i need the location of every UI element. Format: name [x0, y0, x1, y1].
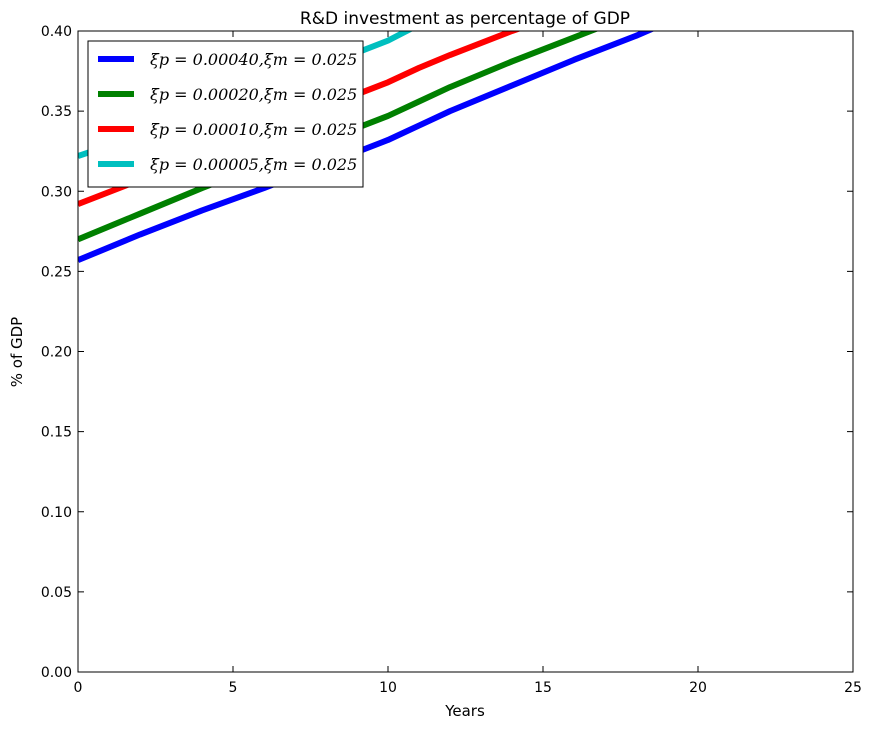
- x-tick-label: 10: [379, 680, 397, 696]
- tick-layer: 0 5 10 15 20 25 0.00 0.05 0.10 0.15 0.20 0.25 0.30 0.…: [41, 24, 862, 696]
- y-tick-label: 0.10: [41, 505, 72, 521]
- legend: ξp = 0.00040,ξm = 0.025 ξp = 0.00020,ξm =…: [87, 40, 364, 188]
- legend-label-2: ξp = 0.00020,ξm = 0.025: [150, 85, 357, 104]
- y-tick-label: 0.20: [41, 345, 72, 361]
- x-tick-label: 15: [534, 680, 552, 696]
- y-tick-label: 0.05: [41, 585, 72, 601]
- legend-label-4: ξp = 0.00005,ξm = 0.025: [150, 155, 357, 174]
- y-tick-label: 0.30: [41, 184, 72, 200]
- chart-title: R&D investment as percentage of GDP: [300, 9, 630, 29]
- x-tick-label: 20: [689, 680, 707, 696]
- y-tick-label: 0.35: [41, 104, 72, 120]
- x-tick-label: 0: [74, 680, 83, 696]
- series-line-2: [78, 31, 599, 243]
- x-tick-label: 5: [229, 680, 238, 696]
- y-axis-label: % of GDP: [8, 317, 26, 387]
- series-line-1: [78, 31, 655, 263]
- x-axis-label: Years: [444, 702, 485, 720]
- y-tick-label: 0.25: [41, 264, 72, 280]
- legend-label-3: ξp = 0.00010,ξm = 0.025: [150, 120, 357, 139]
- y-tick-label: 0.40: [41, 24, 72, 40]
- x-tick-label: 25: [844, 680, 862, 696]
- legend-label-1: ξp = 0.00040,ξm = 0.025: [150, 50, 357, 69]
- y-tick-label: 0.15: [41, 425, 72, 441]
- y-tick-label: 0.00: [41, 665, 72, 681]
